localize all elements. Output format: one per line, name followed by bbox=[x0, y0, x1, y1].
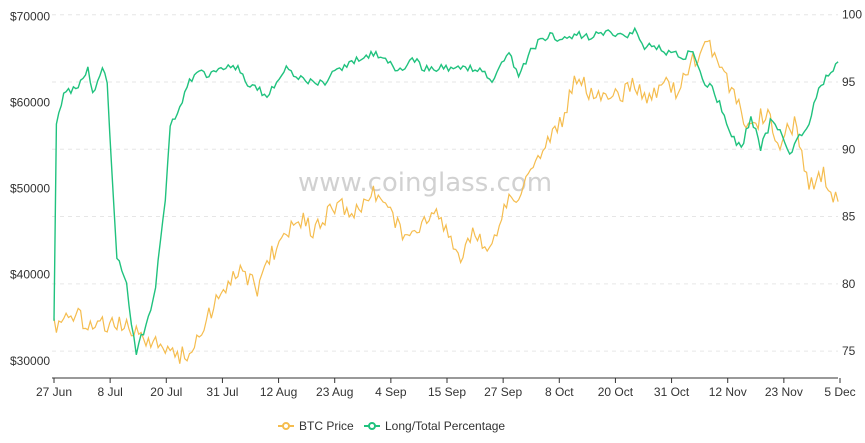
x-tick-label: 31 Oct bbox=[654, 385, 690, 399]
grid-lines bbox=[52, 14, 838, 352]
y-right-tick-label: 75 bbox=[842, 344, 856, 358]
x-tick-label: 8 Jul bbox=[97, 385, 122, 399]
x-tick-label: 8 Oct bbox=[545, 385, 574, 399]
y-right-tick-label: 95 bbox=[842, 75, 856, 89]
legend-long-label: Long/Total Percentage bbox=[385, 419, 505, 433]
x-axis: 27 Jun 8 Jul 20 Jul 31 Jul 12 Aug 23 Aug 4 Sep… bbox=[36, 378, 856, 399]
series-layer bbox=[53, 26, 839, 364]
x-tick-label: 23 Nov bbox=[765, 385, 803, 399]
x-tick-label: 27 Sep bbox=[484, 385, 522, 399]
x-tick-label: 4 Sep bbox=[375, 385, 407, 399]
x-tick-label: 23 Aug bbox=[316, 385, 353, 399]
watermark: www.coinglass.com bbox=[298, 168, 552, 198]
right-y-axis: 75 80 85 90 95 100 bbox=[842, 8, 862, 358]
x-tick-label: 12 Aug bbox=[260, 385, 297, 399]
y-left-tick-label: $70000 bbox=[10, 10, 50, 24]
x-tick-label: 12 Nov bbox=[709, 385, 747, 399]
long-total-line bbox=[53, 26, 839, 355]
y-right-tick-label: 85 bbox=[842, 210, 856, 224]
x-tick-label: 31 Jul bbox=[206, 385, 238, 399]
legend-btc-label: BTC Price bbox=[299, 419, 354, 433]
y-right-tick-label: 80 bbox=[842, 277, 856, 291]
long-legend-marker bbox=[368, 422, 376, 430]
y-left-tick-label: $30000 bbox=[10, 354, 50, 368]
x-tick-label: 20 Jul bbox=[150, 385, 182, 399]
legend: BTC Price Long/Total Percentage bbox=[278, 419, 505, 433]
x-tick-label: 15 Sep bbox=[428, 385, 466, 399]
btc-price-line bbox=[53, 39, 839, 364]
x-tick-label: 5 Dec bbox=[824, 385, 855, 399]
left-y-axis: $30000 $40000 $50000 $60000 $70000 bbox=[10, 10, 50, 368]
legend-item-long-total[interactable]: Long/Total Percentage bbox=[364, 419, 505, 433]
y-right-tick-label: 100 bbox=[842, 8, 862, 22]
x-tick-label: 20 Oct bbox=[598, 385, 634, 399]
y-left-tick-label: $60000 bbox=[10, 96, 50, 110]
y-left-tick-label: $40000 bbox=[10, 268, 50, 282]
y-right-tick-label: 90 bbox=[842, 142, 856, 156]
x-tick-label: 27 Jun bbox=[36, 385, 72, 399]
y-left-tick-label: $50000 bbox=[10, 182, 50, 196]
btc-legend-marker bbox=[282, 422, 290, 430]
legend-item-btc-price[interactable]: BTC Price bbox=[278, 419, 354, 433]
